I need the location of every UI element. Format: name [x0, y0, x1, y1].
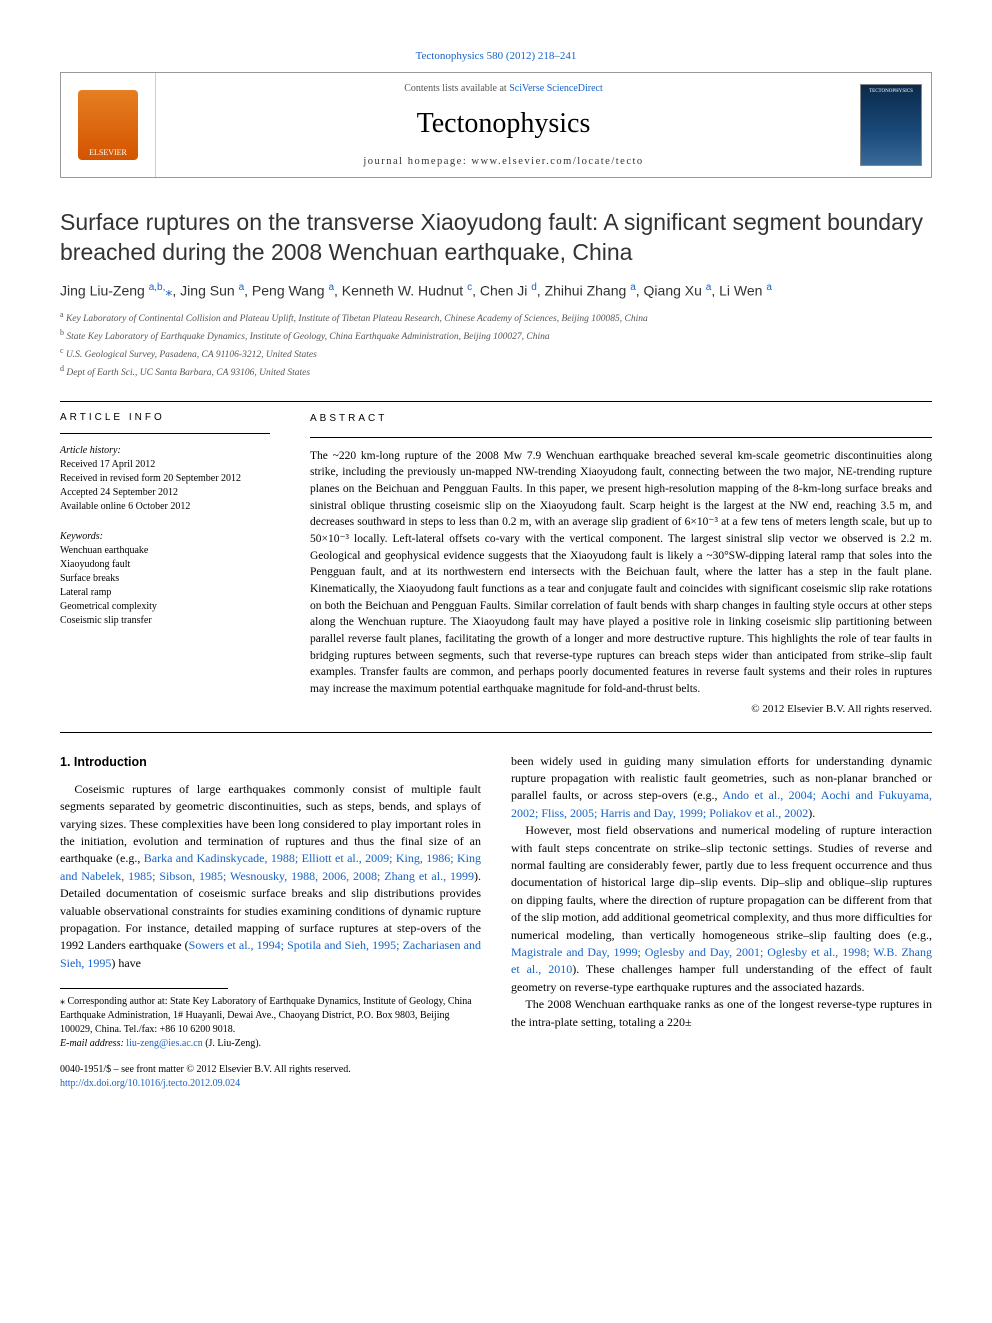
journal-header-box: ELSEVIER Contents lists available at Sci… [60, 72, 932, 178]
history-line: Accepted 24 September 2012 [60, 486, 270, 500]
contents-prefix: Contents lists available at [404, 83, 509, 94]
footnote-separator [60, 988, 228, 989]
history-label: Article history: [60, 444, 270, 458]
intro-paragraph-1-cont: been widely used in guiding many simulat… [511, 753, 932, 823]
history-line: Received in revised form 20 September 20… [60, 472, 270, 486]
article-title: Surface ruptures on the transverse Xiaoy… [60, 208, 932, 268]
affiliation-line: c U.S. Geological Survey, Pasadena, CA 9… [60, 345, 932, 363]
keywords-label: Keywords: [60, 530, 270, 544]
info-abstract-row: article info Article history: Received 1… [60, 412, 932, 718]
doi-link[interactable]: http://dx.doi.org/10.1016/j.tecto.2012.0… [60, 1078, 240, 1089]
header-center: Contents lists available at SciVerse Sci… [156, 73, 851, 177]
journal-cover-thumbnail: TECTONOPHYSICS [851, 73, 931, 177]
keywords-block: Keywords: Wenchuan earthquakeXiaoyudong … [60, 530, 270, 628]
email-suffix: (J. Liu-Zeng). [203, 1038, 261, 1049]
p3-pre: However, most field observations and num… [511, 823, 932, 941]
corr-author-text: ⁎ Corresponding author at: State Key Lab… [60, 995, 481, 1037]
cover-image: TECTONOPHYSICS [860, 84, 922, 166]
affiliation-line: a Key Laboratory of Continental Collisio… [60, 309, 932, 327]
body-two-column: 1. Introduction Coseismic ruptures of la… [60, 753, 932, 1091]
affiliation-line: b State Key Laboratory of Earthquake Dyn… [60, 327, 932, 345]
p3-post: ). These challenges hamper full understa… [511, 962, 932, 993]
journal-ref-anchor[interactable]: Tectonophysics 580 (2012) 218–241 [416, 50, 577, 62]
email-line: E-mail address: liu-zeng@ies.ac.cn (J. L… [60, 1037, 481, 1051]
sciencedirect-link[interactable]: SciVerse ScienceDirect [509, 83, 603, 94]
journal-title: Tectonophysics [166, 108, 841, 140]
article-info-column: article info Article history: Received 1… [60, 412, 270, 718]
journal-reference-link[interactable]: Tectonophysics 580 (2012) 218–241 [60, 50, 932, 62]
author-list: Jing Liu-Zeng a,b,⁎, Jing Sun a, Peng Wa… [60, 282, 932, 300]
cover-title-text: TECTONOPHYSICS [869, 89, 913, 94]
keyword-line: Wenchuan earthquake [60, 544, 270, 558]
contents-available-line: Contents lists available at SciVerse Sci… [166, 83, 841, 94]
abstract-text: The ~220 km-long rupture of the 2008 Mw … [310, 448, 932, 698]
article-info-heading: article info [60, 412, 270, 423]
rule-above-info [60, 401, 932, 402]
abstract-copyright: © 2012 Elsevier B.V. All rights reserved… [310, 702, 932, 718]
history-line: Available online 6 October 2012 [60, 500, 270, 514]
abstract-heading: abstract [310, 412, 932, 427]
abstract-rule [310, 437, 932, 438]
introduction-heading: 1. Introduction [60, 753, 481, 771]
email-link[interactable]: liu-zeng@ies.ac.cn [126, 1038, 202, 1049]
affiliation-line: d Dept of Earth Sci., UC Santa Barbara, … [60, 363, 932, 381]
journal-homepage: journal homepage: www.elsevier.com/locat… [166, 156, 841, 167]
keyword-line: Coseismic slip transfer [60, 614, 270, 628]
affiliations: a Key Laboratory of Continental Collisio… [60, 309, 932, 381]
keyword-line: Lateral ramp [60, 586, 270, 600]
issn-line: 0040-1951/$ – see front matter © 2012 El… [60, 1063, 481, 1077]
body-column-left: 1. Introduction Coseismic ruptures of la… [60, 753, 481, 1091]
publisher-name: ELSEVIER [89, 148, 127, 157]
history-line: Received 17 April 2012 [60, 458, 270, 472]
email-label: E-mail address: [60, 1038, 126, 1049]
intro-paragraph-1: Coseismic ruptures of large earthquakes … [60, 781, 481, 972]
intro-paragraph-2: However, most field observations and num… [511, 822, 932, 996]
corresponding-author-footnote: ⁎ Corresponding author at: State Key Lab… [60, 995, 481, 1051]
body-column-right: been widely used in guiding many simulat… [511, 753, 932, 1091]
publisher-logo: ELSEVIER [61, 73, 156, 177]
rule-below-abstract [60, 732, 932, 733]
abstract-column: abstract The ~220 km-long rupture of the… [310, 412, 932, 718]
keyword-line: Surface breaks [60, 572, 270, 586]
keyword-line: Geometrical complexity [60, 600, 270, 614]
article-history-block: Article history: Received 17 April 2012R… [60, 444, 270, 514]
footer-meta: 0040-1951/$ – see front matter © 2012 El… [60, 1063, 481, 1091]
p1-post: ) have [111, 956, 141, 970]
info-rule [60, 433, 270, 434]
intro-paragraph-3: The 2008 Wenchuan earthquake ranks as on… [511, 996, 932, 1031]
keyword-line: Xiaoyudong fault [60, 558, 270, 572]
p2-post: ). [808, 806, 815, 820]
elsevier-tree-icon: ELSEVIER [78, 90, 138, 160]
